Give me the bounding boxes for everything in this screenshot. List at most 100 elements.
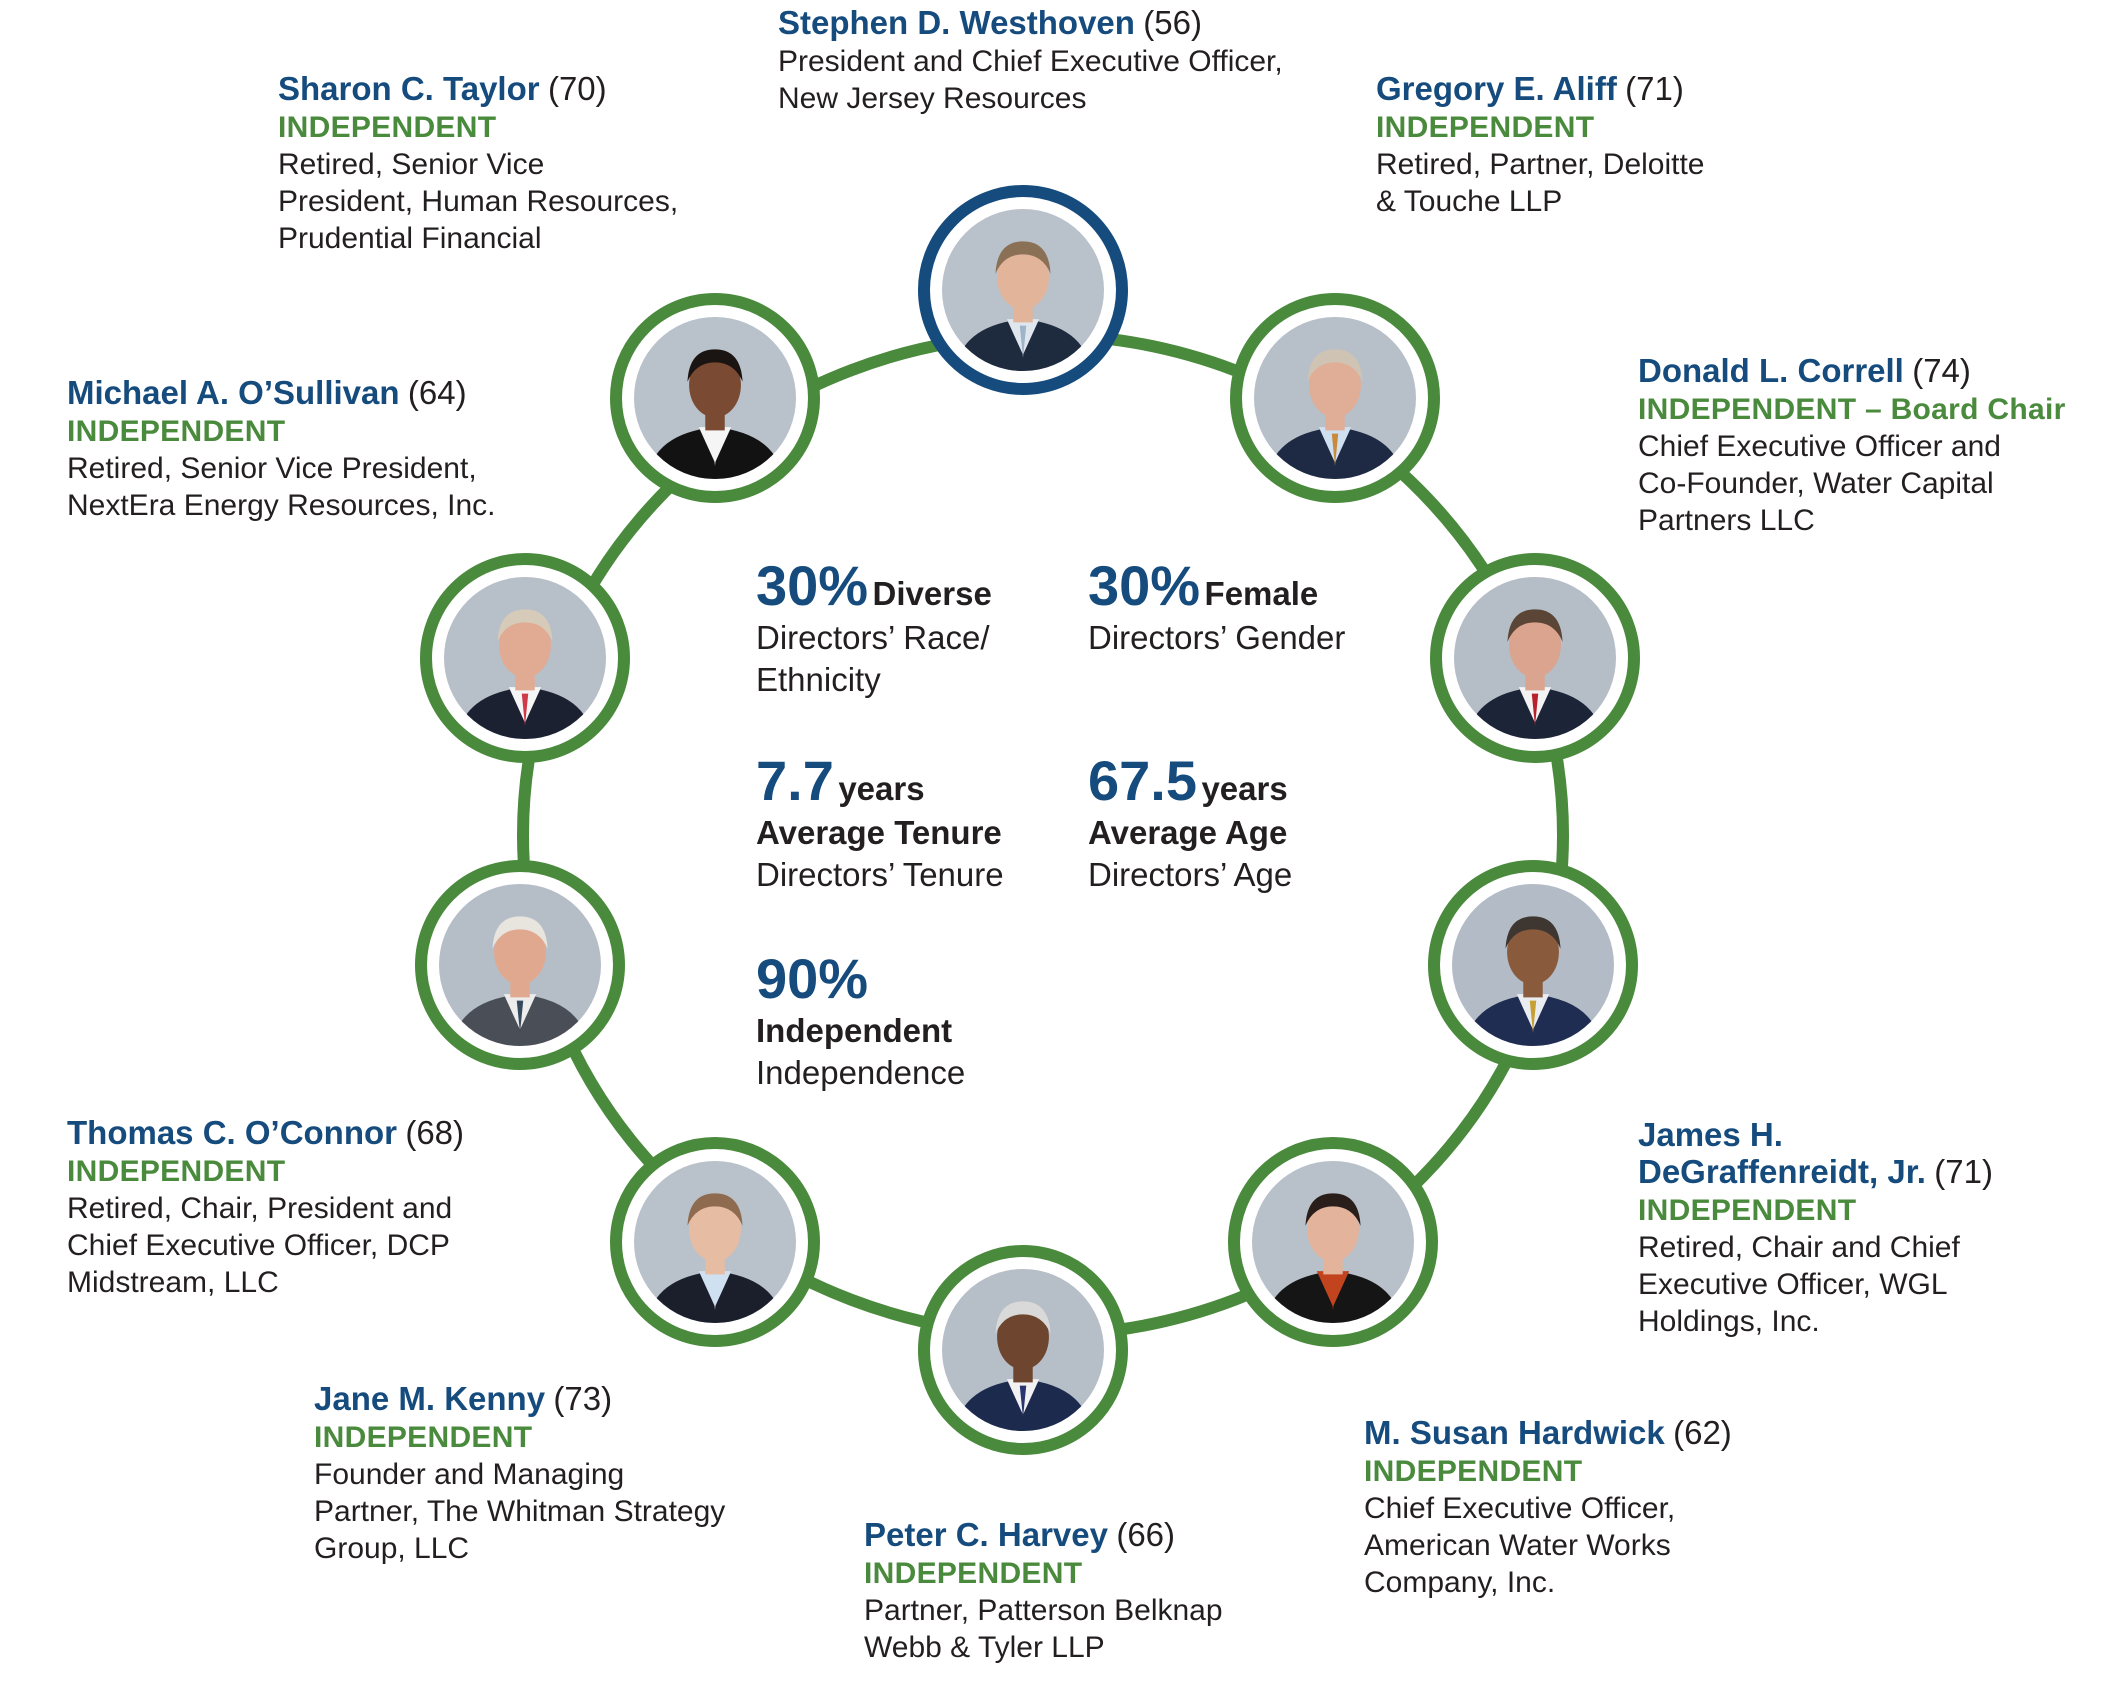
stat-value: 30% — [1088, 554, 1201, 617]
bio-hardwick: M. Susan Hardwick (62) INDEPENDENT Chief… — [1364, 1414, 1732, 1601]
director-role-line: Partners LLC — [1638, 504, 1815, 537]
director-role-line: Retired, Chair, President and — [67, 1192, 453, 1225]
stat-age: 67.5 years Average Age Directors’ Age — [1088, 750, 1292, 896]
director-role-line: NextEra Energy Resources, Inc. — [67, 489, 496, 522]
director-role-line: Founder and Managing — [314, 1458, 625, 1491]
bio-correll: Donald L. Correll (74) INDEPENDENT – Boa… — [1638, 352, 2066, 539]
bio-degraffenreidt: James H. DeGraffenreidt, Jr. (71) INDEPE… — [1638, 1116, 1993, 1340]
portrait-degraffenreidt-icon — [1452, 884, 1614, 1046]
bio-harvey: Peter C. Harvey (66) INDEPENDENT Partner… — [864, 1516, 1223, 1666]
stat-unit: Diverse — [872, 575, 992, 612]
director-role-line: Chief Executive Officer, — [1364, 1492, 1676, 1525]
director-role-line: Co-Founder, Water Capital — [1638, 467, 1994, 500]
portrait-aliff-icon — [1254, 317, 1416, 479]
stat-value: 67.5 — [1088, 749, 1197, 812]
portrait-correll-icon — [1454, 577, 1616, 739]
director-age: (70) — [547, 70, 607, 107]
independent-tag: INDEPENDENT — [67, 1155, 286, 1188]
director-role-line: Prudential Financial — [278, 222, 542, 255]
stat-independent: 90% Independent Independence — [756, 948, 965, 1094]
director-age: (62) — [1673, 1414, 1732, 1451]
director-role-line: Group, LLC — [314, 1532, 470, 1565]
director-role-line: Partner, Patterson Belknap — [864, 1594, 1223, 1627]
director-age: (66) — [1116, 1516, 1176, 1553]
stat-tenure: 7.7 years Average Tenure Directors’ Tenu… — [756, 750, 1004, 896]
photo-hardwick — [1228, 1137, 1438, 1347]
stat-value: 7.7 — [756, 749, 834, 812]
board-chair-tag: INDEPENDENT – Board Chair — [1638, 393, 2066, 426]
director-role-line: & Touche LLP — [1376, 185, 1563, 218]
director-role-line: American Water Works — [1364, 1529, 1671, 1562]
director-role-line: Webb & Tyler LLP — [864, 1631, 1105, 1664]
stat-sub: Directors’ Race/ — [756, 619, 990, 656]
director-role-line: Retired, Senior Vice President, — [67, 452, 477, 485]
bio-osullivan: Michael A. O’Sullivan (64) INDEPENDENT R… — [67, 374, 496, 524]
photo-correll — [1430, 553, 1640, 763]
director-name: Thomas C. O’Connor — [67, 1114, 397, 1151]
stat-unit: years — [838, 770, 925, 807]
independent-tag: INDEPENDENT — [67, 415, 286, 448]
photo-taylor — [610, 293, 820, 503]
independent-tag: INDEPENDENT — [314, 1421, 533, 1454]
director-role-line: Retired, Partner, Deloitte — [1376, 148, 1705, 181]
director-age: (74) — [1912, 352, 1971, 389]
director-role-line: Executive Officer, WGL — [1638, 1268, 1948, 1301]
stat-sub: Directors’ Gender — [1088, 619, 1346, 656]
director-name: Gregory E. Aliff — [1376, 70, 1617, 107]
director-role-line: Chief Executive Officer and — [1638, 430, 2001, 463]
portrait-harvey-icon — [942, 1269, 1104, 1431]
portrait-oconnor-icon — [439, 884, 601, 1046]
director-name: Michael A. O’Sullivan — [67, 374, 400, 411]
director-role-line: Partner, The Whitman Strategy — [314, 1495, 726, 1528]
independent-tag: INDEPENDENT — [1638, 1194, 1857, 1227]
director-role-line: Company, Inc. — [1364, 1566, 1556, 1599]
photo-oconnor — [415, 860, 625, 1070]
director-age: (73) — [553, 1380, 613, 1417]
independent-tag: INDEPENDENT — [1376, 111, 1595, 144]
photo-harvey — [918, 1245, 1128, 1455]
director-age: (68) — [405, 1114, 465, 1151]
stat-sub: Directors’ Age — [1088, 856, 1293, 893]
independent-tag: INDEPENDENT — [1364, 1455, 1583, 1488]
director-name: Peter C. Harvey — [864, 1516, 1108, 1553]
director-role-line: Chief Executive Officer, DCP — [67, 1229, 450, 1262]
independent-tag: INDEPENDENT — [278, 111, 497, 144]
photo-degraffenreidt — [1428, 860, 1638, 1070]
director-name: Jane M. Kenny — [314, 1380, 546, 1417]
independent-tag: INDEPENDENT — [864, 1557, 1083, 1590]
photo-aliff — [1230, 293, 1440, 503]
stat-value: 30% — [756, 554, 869, 617]
photo-osullivan — [420, 553, 630, 763]
stat-unit: years — [1201, 770, 1288, 807]
bio-kenny: Jane M. Kenny (73) INDEPENDENT Founder a… — [314, 1380, 725, 1567]
photo-westhoven — [918, 185, 1128, 395]
director-age: (71) — [1625, 70, 1684, 107]
stat-sub: Directors’ Tenure — [756, 856, 1004, 893]
bio-oconnor: Thomas C. O’Connor (68) INDEPENDENT Reti… — [67, 1114, 464, 1301]
director-name: Sharon C. Taylor — [278, 70, 540, 107]
stat-label: Average Age — [1088, 814, 1288, 851]
director-role-line: New Jersey Resources — [778, 82, 1087, 115]
director-age: (64) — [407, 374, 467, 411]
director-role-line: Holdings, Inc. — [1638, 1305, 1820, 1338]
bio-taylor: Sharon C. Taylor (70) INDEPENDENT Retire… — [278, 70, 678, 257]
bio-westhoven: Stephen D. Westhoven (56) President and … — [778, 4, 1283, 117]
stat-label: Independent — [756, 1012, 953, 1049]
director-name: Stephen D. Westhoven — [778, 4, 1135, 41]
director-age: (71) — [1934, 1153, 1993, 1190]
director-age: (56) — [1143, 4, 1202, 41]
photo-kenny — [610, 1137, 820, 1347]
stat-sub: Independence — [756, 1054, 966, 1091]
director-name: Donald L. Correll — [1638, 352, 1904, 389]
portrait-taylor-icon — [634, 317, 796, 479]
portrait-osullivan-icon — [444, 577, 606, 739]
portrait-hardwick-icon — [1252, 1161, 1414, 1323]
director-name: M. Susan Hardwick — [1364, 1414, 1665, 1451]
director-name-line2: DeGraffenreidt, Jr. — [1638, 1153, 1926, 1190]
stat-female: 30% Female Directors’ Gender — [1088, 555, 1345, 659]
director-role-line: Retired, Senior Vice — [278, 148, 545, 181]
bio-aliff: Gregory E. Aliff (71) INDEPENDENT Retire… — [1376, 70, 1705, 220]
portrait-westhoven-icon — [942, 209, 1104, 371]
director-role-line: President, Human Resources, — [278, 185, 679, 218]
director-role-line: President and Chief Executive Officer, — [778, 45, 1283, 78]
